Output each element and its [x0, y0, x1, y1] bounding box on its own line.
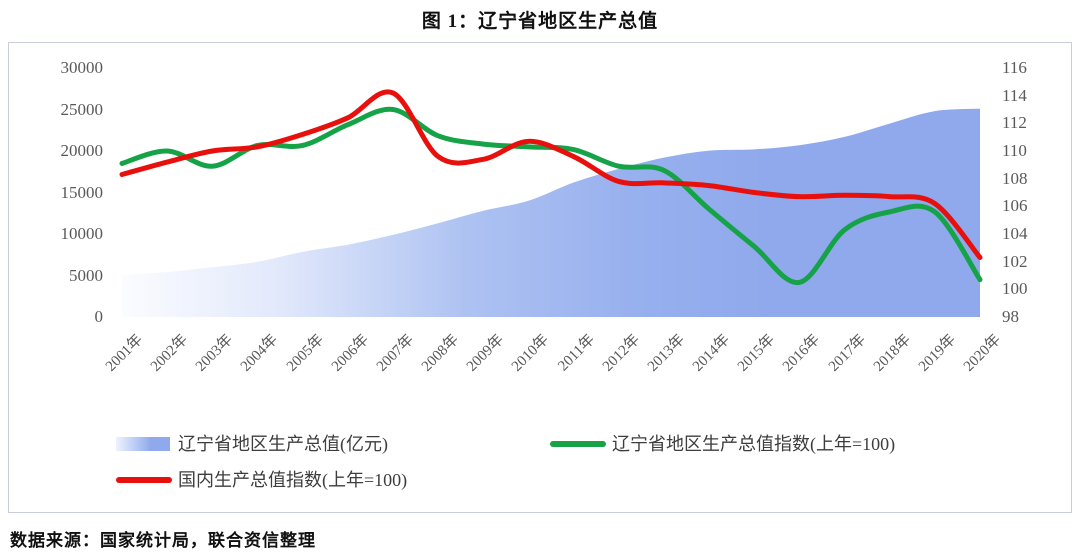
left-axis-tick-label: 0: [94, 307, 104, 326]
left-axis-tick-label: 30000: [60, 58, 104, 77]
left-axis-tick-label: 10000: [60, 224, 104, 243]
right-axis-tick-label: 112: [1002, 113, 1027, 133]
right-axis-tick-label: 114: [1002, 85, 1027, 105]
legend-label-area: 辽宁省地区生产总值(亿元): [178, 434, 388, 454]
chart-canvas: [119, 89, 983, 317]
legend-swatch-area: [116, 437, 170, 451]
left-axis-tick-label: 5000: [69, 265, 103, 285]
left-axis-tick-label: 25000: [60, 99, 104, 119]
right-axis-tick-label: 106: [1002, 196, 1028, 216]
right-axis-tick-label: 98: [1002, 307, 1019, 326]
right-axis-tick-label: 102: [1002, 251, 1028, 271]
right-axis-tick-label: 104: [1002, 224, 1028, 243]
legend-label-green-line: 辽宁省地区生产总值指数(上年=100): [612, 434, 896, 454]
left-axis-tick-label: 15000: [60, 182, 104, 202]
gdp-area-series: [122, 108, 980, 317]
legend-swatch-green-line: [550, 441, 606, 447]
figure-title: 图 1：辽宁省地区生产总值: [421, 11, 659, 32]
right-axis-tick-label: 116: [1002, 58, 1027, 77]
left-axis-tick-label: 20000: [60, 141, 104, 160]
national-index-line-series: [119, 89, 983, 261]
right-axis-tick-label: 110: [1002, 141, 1027, 160]
chart-container: 30000 25000 20000 15000 10000 5000 0 116 114 112…: [8, 42, 1072, 513]
right-axis-tick-label: 100: [1002, 279, 1028, 299]
legend-label-red-line: 国内生产总值指数(上年=100): [178, 470, 408, 490]
legend-swatch-red-line: [116, 477, 172, 483]
right-axis-tick-label: 108: [1002, 168, 1028, 188]
source-note: 数据来源：国家统计局，联合资信整理: [10, 531, 316, 550]
